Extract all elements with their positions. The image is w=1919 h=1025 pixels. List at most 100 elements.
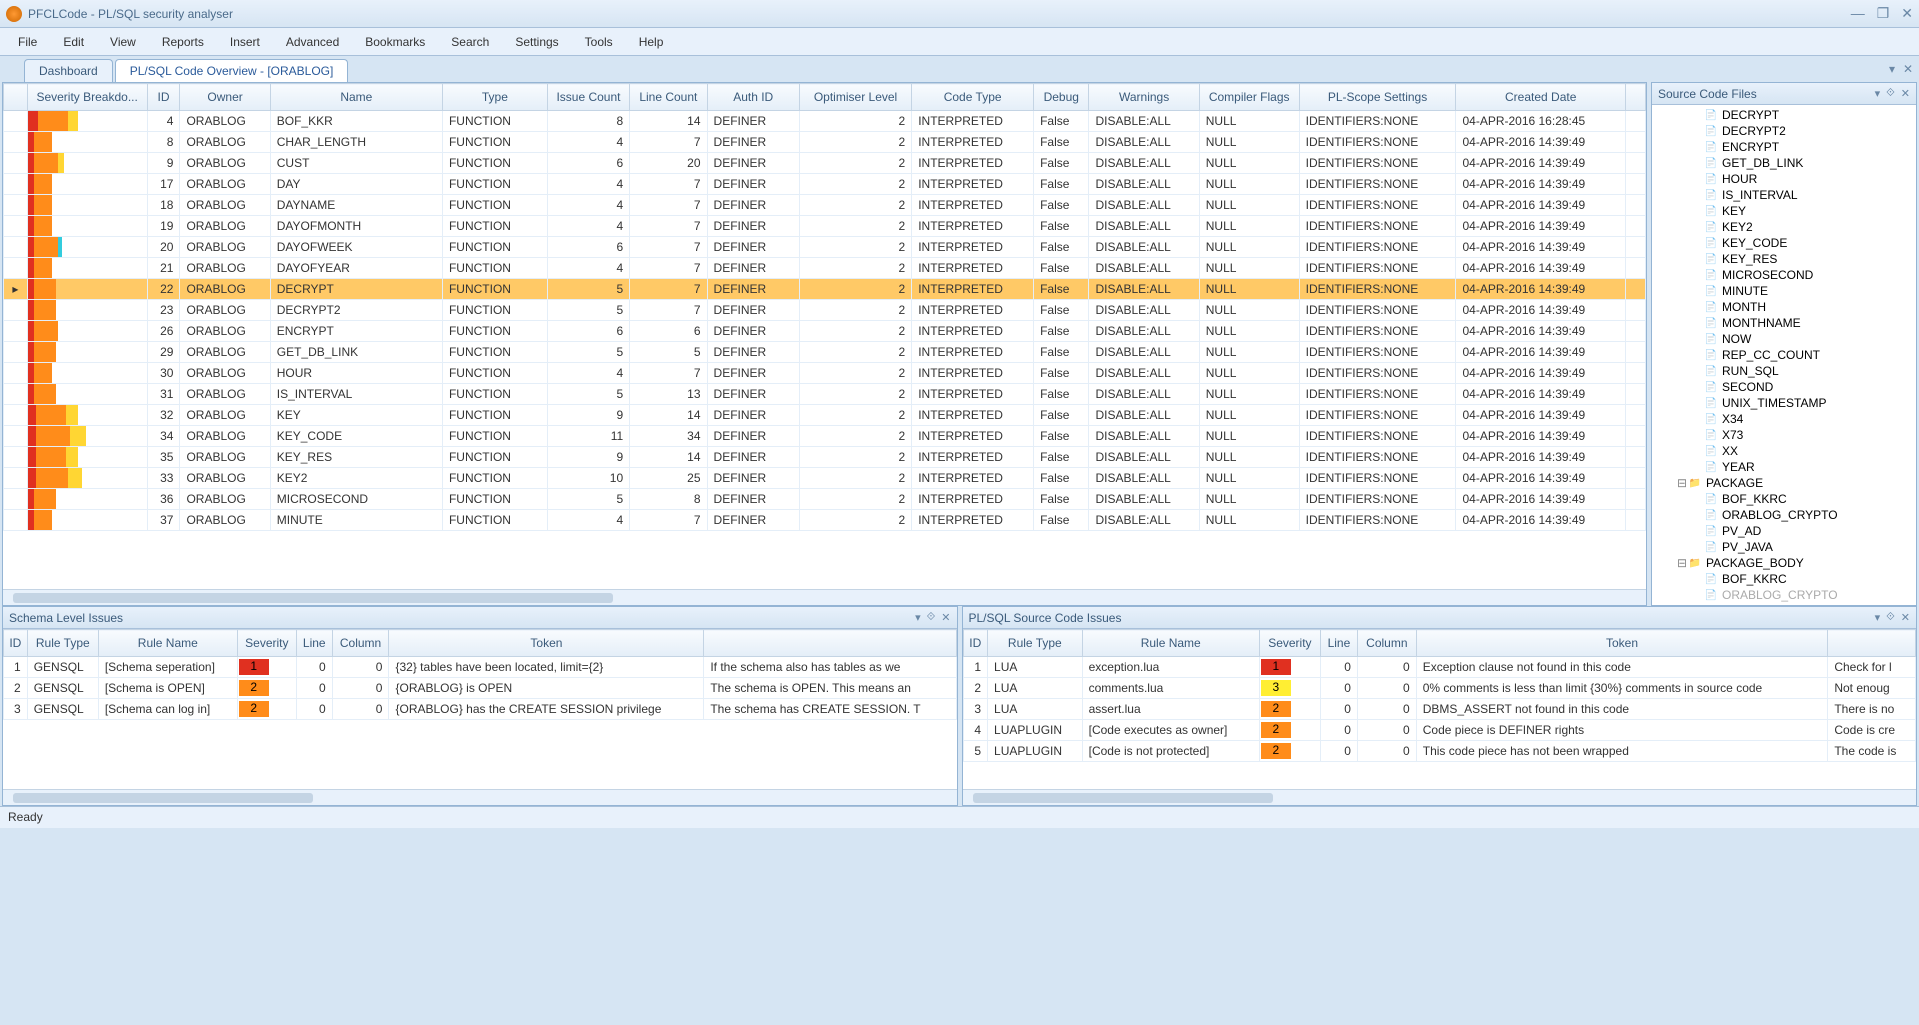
table-row[interactable]: 36ORABLOGMICROSECONDFUNCTION58DEFINER2IN… — [4, 489, 1646, 510]
column-header[interactable]: Column — [332, 630, 389, 657]
column-header[interactable]: Line Count — [630, 84, 707, 111]
menu-bookmarks[interactable]: Bookmarks — [353, 31, 437, 53]
tree-item[interactable]: MICROSECOND — [1652, 267, 1916, 283]
column-header[interactable]: ID — [963, 630, 988, 657]
code-issues-grid[interactable]: IDRule TypeRule NameSeverityLineColumnTo… — [963, 629, 1917, 789]
tree-item[interactable]: MINUTE — [1652, 283, 1916, 299]
table-row[interactable]: 18ORABLOGDAYNAMEFUNCTION47DEFINER2INTERP… — [4, 195, 1646, 216]
menu-settings[interactable]: Settings — [503, 31, 570, 53]
table-row[interactable]: 37ORABLOGMINUTEFUNCTION47DEFINER2INTERPR… — [4, 510, 1646, 531]
column-header[interactable]: Line — [1320, 630, 1357, 657]
menu-edit[interactable]: Edit — [51, 31, 96, 53]
column-header[interactable] — [1828, 630, 1916, 657]
tab-close-icon[interactable]: ✕ — [1903, 62, 1913, 76]
tree-item[interactable]: SECOND — [1652, 379, 1916, 395]
column-header[interactable]: ID — [147, 84, 180, 111]
table-row[interactable]: 3GENSQL[Schema can log in]200{ORABLOG} h… — [4, 699, 957, 720]
table-row[interactable]: 26ORABLOGENCRYPTFUNCTION66DEFINER2INTERP… — [4, 321, 1646, 342]
table-row[interactable]: 5LUAPLUGIN[Code is not protected]200This… — [963, 741, 1916, 762]
table-row[interactable]: 32ORABLOGKEYFUNCTION914DEFINER2INTERPRET… — [4, 405, 1646, 426]
column-header[interactable]: Created Date — [1456, 84, 1625, 111]
column-header[interactable]: Rule Type — [988, 630, 1083, 657]
tree-item[interactable]: REP_CC_COUNT — [1652, 347, 1916, 363]
tree-item[interactable]: X73 — [1652, 427, 1916, 443]
horizontal-scrollbar[interactable] — [3, 789, 957, 805]
table-row[interactable]: 3LUAassert.lua200DBMS_ASSERT not found i… — [963, 699, 1916, 720]
code-overview-grid[interactable]: Severity Breakdo...IDOwnerNameTypeIssue … — [3, 83, 1646, 589]
panel-close-icon[interactable]: ✕ — [941, 611, 950, 624]
table-row[interactable]: 21ORABLOGDAYOFYEARFUNCTION47DEFINER2INTE… — [4, 258, 1646, 279]
table-row[interactable]: 23ORABLOGDECRYPT2FUNCTION57DEFINER2INTER… — [4, 300, 1646, 321]
table-row[interactable]: 20ORABLOGDAYOFWEEKFUNCTION67DEFINER2INTE… — [4, 237, 1646, 258]
column-header[interactable]: Debug — [1034, 84, 1089, 111]
column-header[interactable]: Code Type — [912, 84, 1034, 111]
tree-item[interactable]: KEY_RES — [1652, 251, 1916, 267]
column-header[interactable]: Compiler Flags — [1199, 84, 1299, 111]
tree-item[interactable]: X34 — [1652, 411, 1916, 427]
minimize-button[interactable]: — — [1851, 5, 1865, 22]
tree-item[interactable]: KEY — [1652, 203, 1916, 219]
table-row[interactable]: 31ORABLOGIS_INTERVALFUNCTION513DEFINER2I… — [4, 384, 1646, 405]
column-header[interactable]: Issue Count — [547, 84, 629, 111]
column-header[interactable]: Optimiser Level — [799, 84, 911, 111]
column-header[interactable]: Rule Name — [98, 630, 237, 657]
column-header[interactable]: Token — [1416, 630, 1828, 657]
column-header[interactable]: Rule Name — [1082, 630, 1259, 657]
tree-item[interactable]: BOF_KKRC — [1652, 491, 1916, 507]
close-button[interactable]: ✕ — [1901, 5, 1913, 22]
table-row[interactable]: 34ORABLOGKEY_CODEFUNCTION1134DEFINER2INT… — [4, 426, 1646, 447]
column-header[interactable]: Severity Breakdo... — [27, 84, 147, 111]
menu-file[interactable]: File — [6, 31, 49, 53]
tree-item[interactable]: YEAR — [1652, 459, 1916, 475]
column-header[interactable]: PL-Scope Settings — [1299, 84, 1456, 111]
tree-item[interactable]: ⊟PACKAGE — [1652, 475, 1916, 491]
table-row[interactable]: ▸22ORABLOGDECRYPTFUNCTION57DEFINER2INTER… — [4, 279, 1646, 300]
tree-item[interactable]: MONTH — [1652, 299, 1916, 315]
table-row[interactable]: 4ORABLOGBOF_KKRFUNCTION814DEFINER2INTERP… — [4, 111, 1646, 132]
menu-tools[interactable]: Tools — [573, 31, 625, 53]
column-header[interactable]: Warnings — [1089, 84, 1199, 111]
menu-view[interactable]: View — [98, 31, 148, 53]
table-row[interactable]: 30ORABLOGHOURFUNCTION47DEFINER2INTERPRET… — [4, 363, 1646, 384]
tree-item[interactable]: IS_INTERVAL — [1652, 187, 1916, 203]
menu-insert[interactable]: Insert — [218, 31, 272, 53]
tree-item[interactable]: MONTHNAME — [1652, 315, 1916, 331]
column-header[interactable]: Auth ID — [707, 84, 799, 111]
tree-item[interactable]: RUN_SQL — [1652, 363, 1916, 379]
tab[interactable]: Dashboard — [24, 59, 113, 82]
source-files-tree[interactable]: DECRYPTDECRYPT2ENCRYPTGET_DB_LINKHOURIS_… — [1652, 105, 1916, 605]
column-header[interactable]: Rule Type — [27, 630, 98, 657]
tree-item[interactable]: KEY_CODE — [1652, 235, 1916, 251]
panel-close-icon[interactable]: ✕ — [1901, 611, 1910, 624]
table-row[interactable]: 1LUAexception.lua100Exception clause not… — [963, 657, 1916, 678]
tree-item[interactable]: BOF_KKRC — [1652, 571, 1916, 587]
panel-dropdown-icon[interactable]: ▾ — [1875, 611, 1881, 624]
table-row[interactable]: 19ORABLOGDAYOFMONTHFUNCTION47DEFINER2INT… — [4, 216, 1646, 237]
column-header[interactable]: ID — [4, 630, 28, 657]
table-row[interactable]: 2LUAcomments.lua3000% comments is less t… — [963, 678, 1916, 699]
column-header[interactable]: Type — [442, 84, 547, 111]
horizontal-scrollbar[interactable] — [963, 789, 1917, 805]
tree-item[interactable]: ORABLOG_CRYPTO — [1652, 587, 1916, 603]
menu-help[interactable]: Help — [627, 31, 676, 53]
menu-reports[interactable]: Reports — [150, 31, 216, 53]
table-row[interactable]: 33ORABLOGKEY2FUNCTION1025DEFINER2INTERPR… — [4, 468, 1646, 489]
column-header[interactable]: Severity — [1259, 630, 1320, 657]
tab-dropdown-icon[interactable]: ▾ — [1889, 62, 1895, 76]
table-row[interactable]: 4LUAPLUGIN[Code executes as owner]200Cod… — [963, 720, 1916, 741]
tree-item[interactable]: UNIX_TIMESTAMP — [1652, 395, 1916, 411]
panel-dropdown-icon[interactable]: ▾ — [915, 611, 921, 624]
tab[interactable]: PL/SQL Code Overview - [ORABLOG] — [115, 59, 349, 82]
tree-item[interactable]: KEY2 — [1652, 219, 1916, 235]
column-header[interactable] — [704, 630, 956, 657]
maximize-button[interactable]: ❐ — [1877, 5, 1890, 22]
table-row[interactable]: 17ORABLOGDAYFUNCTION47DEFINER2INTERPRETE… — [4, 174, 1646, 195]
column-header[interactable]: Owner — [180, 84, 270, 111]
panel-pin-icon[interactable]: ⟐ — [1886, 611, 1895, 624]
table-row[interactable]: 1GENSQL[Schema seperation]100{32} tables… — [4, 657, 957, 678]
tree-item[interactable]: GET_DB_LINK — [1652, 155, 1916, 171]
tree-item[interactable]: PV_AD — [1652, 523, 1916, 539]
tree-expand-icon[interactable]: ⊟ — [1676, 476, 1688, 490]
schema-issues-grid[interactable]: IDRule TypeRule NameSeverityLineColumnTo… — [3, 629, 957, 789]
column-header[interactable]: Severity — [237, 630, 296, 657]
